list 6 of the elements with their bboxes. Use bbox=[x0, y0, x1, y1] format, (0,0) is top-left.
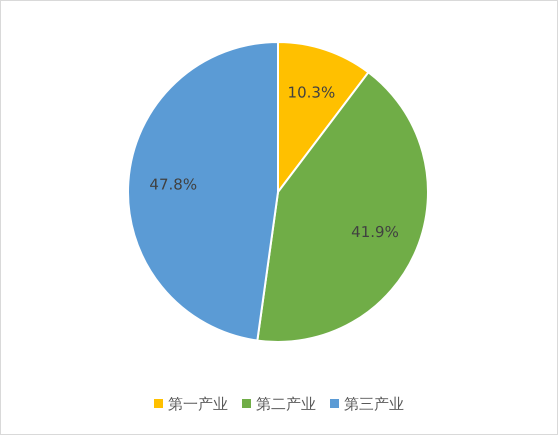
data-label: 41.9% bbox=[351, 223, 399, 242]
legend-label: 第二产业 bbox=[256, 395, 316, 413]
data-label: 47.8% bbox=[149, 176, 198, 194]
data-label: 10.3% bbox=[288, 83, 336, 102]
legend-label: 第一产业 bbox=[168, 395, 228, 413]
legend-label: 第三产业 bbox=[344, 395, 404, 413]
